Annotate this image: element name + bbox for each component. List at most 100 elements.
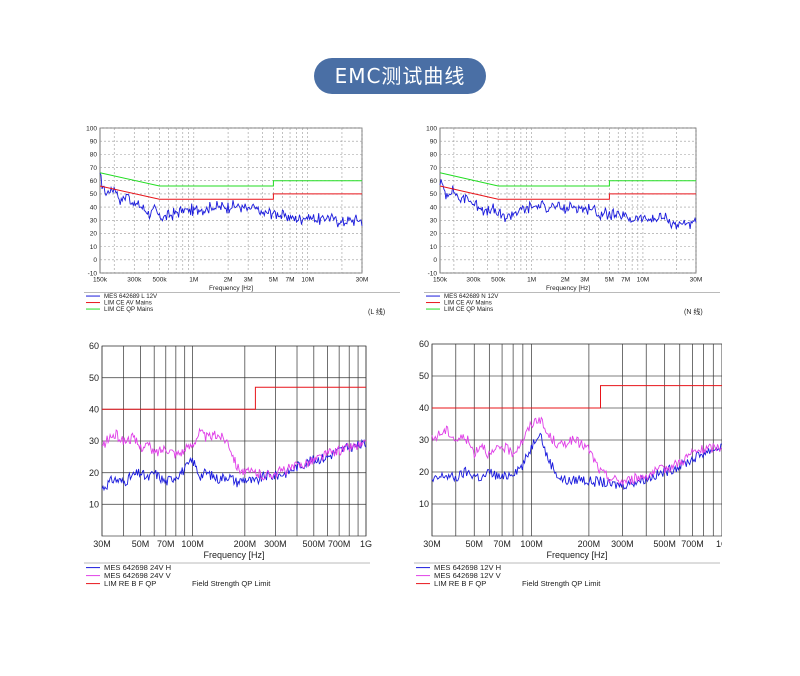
radiated-emission-chart-12v: 60 50 40 30 20 10 30M 50M 70M 100M 200M 300M 500M 700…	[412, 338, 722, 596]
y-tick-label: 60	[89, 341, 99, 351]
y-tick-label: 20	[419, 467, 429, 477]
legend-entry: LIM CE QP Mains	[444, 306, 493, 313]
y-tick-label: 100	[86, 125, 97, 132]
x-tick-label: 200M	[234, 539, 257, 549]
x-tick-label: 100M	[520, 539, 543, 549]
x-tick-label: 30M	[690, 277, 703, 284]
legend-entry: MES 642698 24V V	[104, 571, 172, 580]
x-tick-label: 150k	[93, 277, 108, 284]
y-tick-label: 10	[430, 244, 438, 251]
x-tick-label: 300M	[264, 539, 287, 549]
limit-line	[439, 172, 696, 187]
x-tick-label: 700M	[681, 539, 704, 549]
y-tick-label: 40	[419, 403, 429, 413]
y-tick-label: 50	[90, 191, 98, 198]
x-tick-label: 300k	[466, 277, 481, 284]
x-axis-label: Frequency [Hz]	[546, 550, 607, 560]
y-tick-label: 30	[89, 436, 99, 446]
x-tick-label: 30M	[423, 539, 441, 549]
y-tick-label: 70	[430, 165, 438, 172]
x-tick-label: 30M	[356, 277, 369, 284]
limit-line	[102, 386, 366, 410]
y-tick-label: 40	[90, 204, 98, 211]
x-tick-label: 3M	[580, 277, 589, 284]
y-tick-label: 40	[430, 204, 438, 211]
y-tick-label: 40	[89, 404, 99, 414]
x-tick-label: 30M	[93, 539, 111, 549]
legend-entry: MES 642698 12V H	[434, 563, 501, 572]
legend-entry: LIM RE B F QP	[434, 579, 486, 588]
legend-entry: MES 642698 12V V	[434, 571, 502, 580]
x-axis-label: Frequency [Hz]	[203, 550, 264, 560]
y-tick-label: 50	[419, 371, 429, 381]
x-tick-label: 100M	[181, 539, 204, 549]
x-tick-label: 500M	[653, 539, 676, 549]
conducted-emission-chart-n: 100 90 80 70 60 50 40 30 20 10 0 -10 150k 300k 500k 1M 2…	[422, 120, 722, 325]
measurement-line	[101, 427, 367, 481]
legend-note: Field Strength QP Limit	[192, 579, 271, 588]
y-tick-label: 60	[419, 339, 429, 349]
x-tick-label: 300k	[127, 277, 142, 284]
plot-frame	[439, 127, 697, 274]
x-tick-label: 700M	[328, 539, 351, 549]
legend-entry: LIM CE QP Mains	[104, 306, 153, 313]
measurement-line	[101, 438, 367, 492]
y-tick-label: 60	[430, 178, 438, 185]
x-tick-label: 10M	[637, 277, 650, 284]
x-tick-label: 50M	[132, 539, 150, 549]
radiated-emission-chart-24v: 60 50 40 30 20 10 30M 50M 70M 100M 200M 300M 500M 700…	[82, 338, 372, 596]
y-tick-label: 80	[430, 152, 438, 159]
limit-line	[99, 185, 362, 200]
x-tick-label: 3M	[244, 277, 253, 284]
y-tick-label: 90	[430, 138, 438, 145]
y-tick-label: 30	[430, 218, 438, 225]
y-tick-label: 20	[89, 468, 99, 478]
y-tick-label: -10	[428, 270, 438, 277]
x-tick-label: 500k	[152, 277, 167, 284]
x-tick-label: 200M	[578, 539, 601, 549]
side-note: (L 线)	[368, 307, 385, 316]
y-tick-label: 90	[90, 138, 98, 145]
x-tick-label: 5M	[605, 277, 614, 284]
legend-entry: MES 642689 N 12V	[444, 293, 499, 300]
y-tick-label: -10	[88, 270, 98, 277]
y-tick-label: 0	[433, 257, 437, 264]
measurement-line	[439, 179, 697, 230]
x-tick-label: 1G	[716, 539, 722, 549]
measurement-line	[431, 432, 722, 491]
x-tick-label: 1M	[189, 277, 198, 284]
y-tick-label: 60	[90, 178, 98, 185]
x-tick-label: 70M	[157, 539, 175, 549]
y-tick-label: 30	[419, 435, 429, 445]
y-tick-label: 100	[426, 125, 437, 132]
y-tick-label: 10	[90, 244, 98, 251]
y-tick-label: 70	[90, 165, 98, 172]
y-tick-label: 30	[90, 218, 98, 225]
conducted-emission-chart-l: 100 90 80 70 60 50 40 30 20 10 0 -10 150k 300k 500k 1M 2…	[82, 120, 402, 325]
y-tick-label: 50	[430, 191, 438, 198]
x-tick-label: 500k	[491, 277, 506, 284]
y-tick-label: 20	[90, 231, 98, 238]
x-tick-label: 1G	[360, 539, 372, 549]
limit-line	[432, 385, 722, 409]
x-axis-label: Frequency [Hz]	[209, 285, 253, 292]
x-tick-label: 2M	[224, 277, 233, 284]
limit-line	[99, 172, 362, 187]
x-tick-label: 1M	[527, 277, 536, 284]
x-tick-label: 70M	[493, 539, 511, 549]
limit-line	[439, 185, 696, 200]
plot-frame	[99, 127, 363, 274]
side-note: (N 线)	[684, 307, 703, 316]
x-tick-label: 300M	[611, 539, 634, 549]
legend-entry: MES 642689 L 12V	[104, 293, 158, 300]
x-tick-label: 7M	[286, 277, 295, 284]
y-tick-label: 10	[89, 499, 99, 509]
page-title: EMC测试曲线	[314, 58, 486, 94]
measurement-line	[431, 416, 722, 487]
y-tick-label: 50	[89, 373, 99, 383]
legend-entry: LIM CE AV Mains	[104, 300, 152, 307]
